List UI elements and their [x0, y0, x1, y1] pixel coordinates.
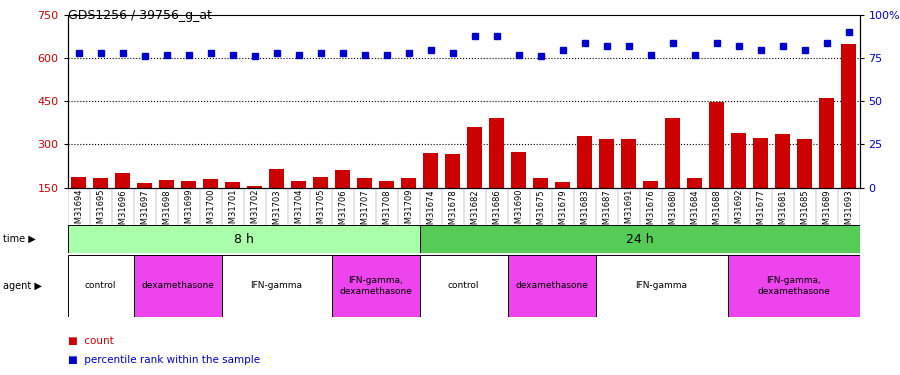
Bar	[842, 44, 856, 188]
Bar	[797, 139, 812, 188]
Bar	[753, 138, 768, 188]
Bar	[68, 225, 419, 253]
Bar	[133, 255, 221, 317]
Bar	[221, 255, 331, 317]
Text: 8 h: 8 h	[234, 232, 254, 246]
Text: dexamethasone: dexamethasone	[515, 281, 588, 290]
Bar	[467, 126, 482, 188]
Bar	[596, 255, 727, 317]
Bar	[138, 183, 151, 188]
Bar	[644, 181, 658, 188]
Text: dexamethasone: dexamethasone	[141, 281, 214, 290]
Bar	[555, 182, 570, 188]
Text: IFN-gamma: IFN-gamma	[250, 281, 302, 290]
Text: ■  percentile rank within the sample: ■ percentile rank within the sample	[68, 355, 259, 365]
Bar	[578, 136, 591, 188]
Bar	[419, 255, 508, 317]
Bar	[71, 177, 86, 188]
Text: control: control	[85, 281, 116, 290]
Bar	[159, 180, 174, 188]
Text: control: control	[448, 281, 479, 290]
Bar	[508, 255, 596, 317]
Bar	[181, 181, 195, 188]
Bar	[534, 178, 547, 188]
Bar	[419, 225, 860, 253]
Bar	[401, 178, 416, 188]
Bar	[94, 178, 108, 188]
Bar	[490, 118, 504, 188]
Text: agent ▶: agent ▶	[3, 281, 41, 291]
Bar	[665, 118, 680, 188]
Bar	[68, 255, 133, 317]
Bar	[776, 134, 789, 188]
Bar	[292, 181, 306, 188]
Text: 24 h: 24 h	[626, 232, 653, 246]
Bar	[331, 255, 419, 317]
Bar	[313, 177, 328, 188]
Bar	[248, 186, 262, 188]
Text: ■  count: ■ count	[68, 336, 113, 346]
Bar	[688, 178, 702, 188]
Bar	[446, 154, 460, 188]
Bar	[357, 178, 372, 188]
Bar	[269, 170, 284, 188]
Bar	[115, 173, 130, 188]
Bar	[423, 153, 437, 188]
Bar	[203, 179, 218, 188]
Bar	[727, 255, 860, 317]
Text: IFN-gamma,
dexamethasone: IFN-gamma, dexamethasone	[339, 276, 412, 296]
Text: IFN-gamma: IFN-gamma	[635, 281, 688, 290]
Bar	[511, 152, 526, 188]
Text: time ▶: time ▶	[3, 234, 35, 244]
Bar	[621, 139, 635, 188]
Bar	[336, 170, 349, 188]
Bar	[599, 139, 614, 188]
Bar	[380, 181, 393, 188]
Bar	[819, 98, 833, 188]
Bar	[709, 102, 724, 188]
Text: GDS1256 / 39756_g_at: GDS1256 / 39756_g_at	[68, 9, 211, 22]
Bar	[225, 182, 239, 188]
Text: IFN-gamma,
dexamethasone: IFN-gamma, dexamethasone	[757, 276, 830, 296]
Bar	[732, 133, 745, 188]
